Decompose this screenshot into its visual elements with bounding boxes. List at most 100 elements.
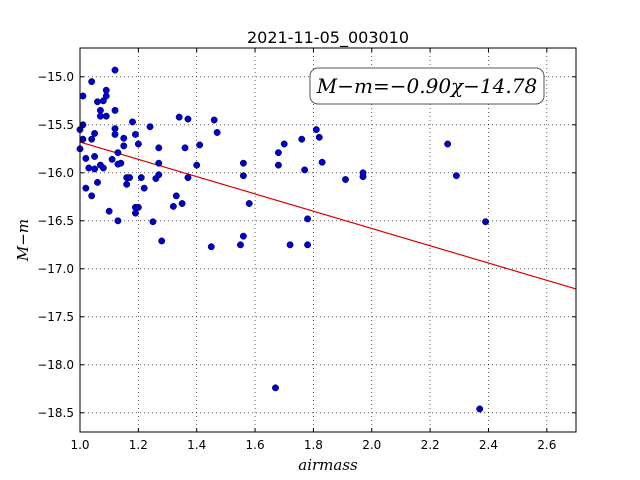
data-point [181,144,189,152]
data-point [79,135,87,143]
data-point [318,158,326,166]
plot-frame [79,47,577,433]
data-point [175,113,183,121]
data-point [94,178,101,186]
data-point [184,174,192,182]
data-point [108,155,116,163]
x-tick-label: 2.6 [537,438,556,452]
data-point [342,176,349,183]
data-point [274,149,282,157]
data-point [158,237,166,245]
data-point [280,140,288,148]
data-point [169,202,177,210]
data-point [146,123,154,131]
data-point [105,207,113,215]
plot-area [80,48,576,432]
data-point [359,173,367,181]
data-point [237,241,244,249]
data-point [207,243,215,251]
data-point [111,125,119,133]
data-point [272,384,279,392]
data-point [155,171,163,179]
data-point [286,241,294,249]
data-point [111,106,119,114]
x-tick-label: 1.2 [129,438,148,452]
y-tick-label: −17.5 [37,310,74,324]
data-point [304,215,312,223]
x-tick-label: 1.6 [246,438,265,452]
y-axis-ticks: −15.0 −15.5 −16.0 −16.5 −17.0 −17.5 −18.0 −18.5 [37,70,576,420]
data-point [452,172,460,180]
x-tick-label: 2.4 [479,438,498,452]
x-tick-label: 1.8 [304,438,323,452]
fit-equation-frame [309,67,545,105]
y-tick-label: −18.5 [37,406,74,420]
data-point [172,192,180,200]
data-point [102,92,110,100]
data-point [134,140,142,148]
data-point [245,200,253,207]
data-point [178,200,186,207]
data-point [117,159,125,167]
data-point [126,174,134,182]
data-point [155,159,163,167]
data-point [196,141,204,149]
x-tick-label: 2.0 [362,438,381,452]
data-point [96,106,104,114]
data-point [123,180,131,188]
data-point [184,115,192,123]
data-point [102,86,110,94]
chart-title: 2021-11-05_003010 [247,28,409,48]
data-points [76,66,490,413]
data-point [120,134,128,142]
data-point [239,172,247,180]
x-axis-label: airmass [298,456,358,474]
fit-line-group [79,141,577,290]
data-point [210,116,218,124]
data-point [91,129,99,137]
x-tick-label: 2.2 [421,438,440,452]
y-tick-label: −16.0 [37,166,74,180]
data-point [134,203,142,211]
data-point [213,129,221,136]
data-point [476,405,484,413]
data-point [298,135,306,143]
data-point [120,142,128,150]
data-point [102,112,110,120]
data-point [149,218,157,226]
data-point [239,159,247,167]
y-tick-label: −18.0 [37,358,74,372]
data-point [301,166,309,174]
x-tick-label: 1.4 [187,438,206,452]
data-point [111,130,119,138]
y-tick-label: −16.5 [37,214,74,228]
data-point [155,144,163,152]
data-point [99,164,107,172]
data-point [94,98,101,106]
data-point [96,112,104,120]
data-point [444,140,452,148]
fit-equation: M−m=−0.90χ−14.78 [316,74,537,98]
data-point [193,161,201,169]
data-point [239,232,247,240]
data-point [114,149,122,157]
data-point [91,165,99,173]
data-point [131,130,139,138]
data-point [88,78,96,86]
y-tick-label: −15.0 [37,70,74,84]
fit-line [79,141,577,290]
data-point [88,135,96,143]
data-point [88,192,96,200]
data-point [274,161,282,169]
x-tick-label: 1.0 [70,438,89,452]
data-point [140,184,148,192]
data-point [85,164,93,172]
data-point [114,217,122,225]
y-tick-label: −17.0 [37,262,74,276]
data-point [312,126,320,134]
y-tick-label: −15.5 [37,118,74,132]
data-point [111,66,119,74]
data-point [482,218,490,226]
data-point [315,133,323,141]
